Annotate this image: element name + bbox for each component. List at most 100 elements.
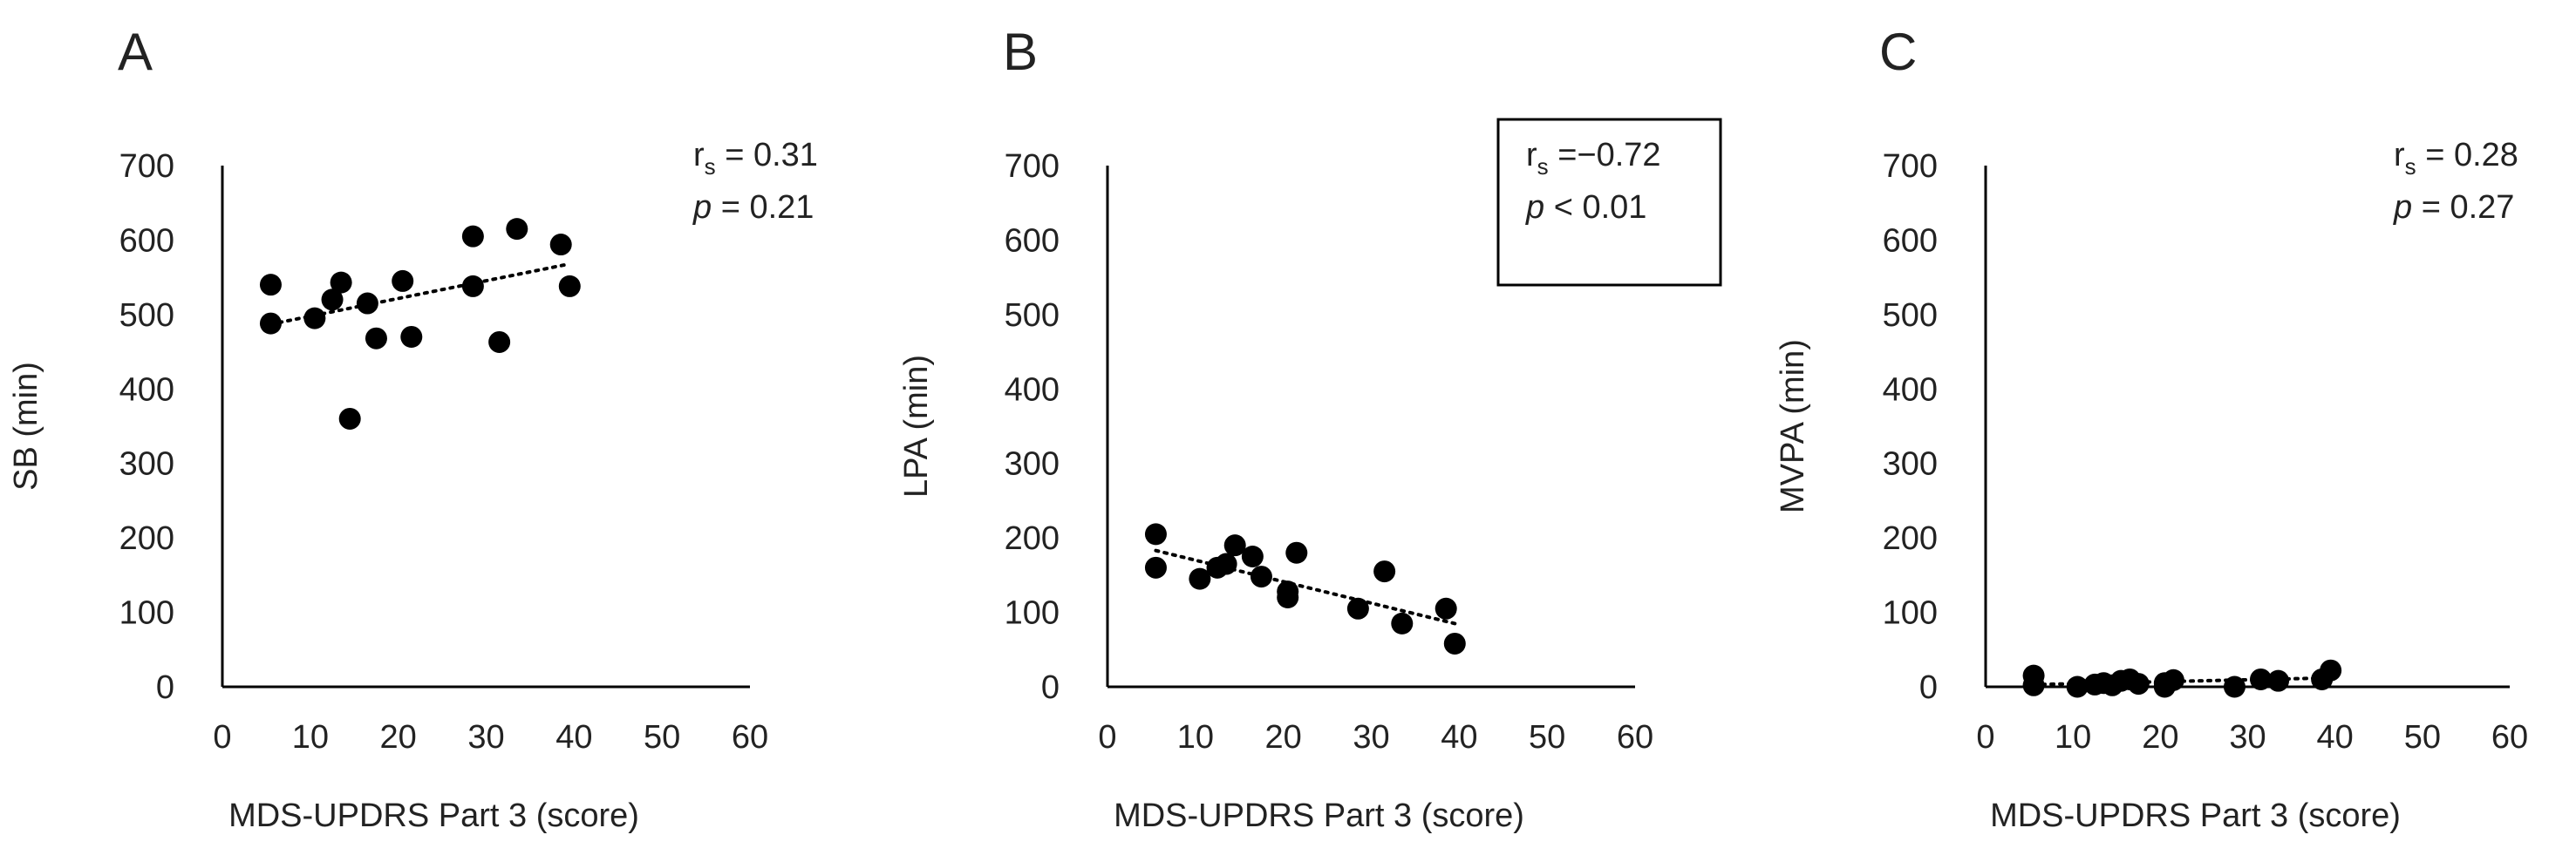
- data-point: [488, 330, 511, 353]
- data-point: [2223, 675, 2245, 698]
- data-point: [259, 274, 282, 296]
- x-tick-label: 0: [213, 719, 231, 756]
- x-axis-title: MDS-UPDRS Part 3 (score): [1990, 798, 2401, 834]
- y-tick-label: 100: [1005, 595, 1060, 632]
- p-value: = 0.27: [2412, 189, 2514, 226]
- rs-subscript: s: [2405, 153, 2416, 180]
- rs-subscript: s: [705, 153, 716, 180]
- x-tick-label: 60: [2491, 719, 2528, 756]
- y-tick-label: 500: [119, 297, 174, 334]
- y-tick-label: 600: [1883, 222, 1938, 259]
- x-tick-label: 30: [467, 719, 504, 756]
- data-point: [1215, 553, 1237, 575]
- p-annotation: p < 0.01: [1525, 189, 1646, 226]
- y-tick-label: 700: [119, 148, 174, 185]
- x-tick-label: 0: [1098, 719, 1116, 756]
- data-point: [2022, 674, 2045, 696]
- data-point: [356, 292, 378, 315]
- x-tick-label: 20: [380, 719, 417, 756]
- x-tick-label: 50: [2404, 719, 2441, 756]
- data-point: [2267, 669, 2290, 692]
- y-tick-label: 0: [1919, 669, 1938, 706]
- data-point: [2066, 675, 2089, 698]
- rs-symbol: r: [1526, 137, 1537, 173]
- x-tick-label: 60: [1617, 719, 1653, 756]
- data-point: [1241, 546, 1264, 567]
- rs-annotation: rs =−0.72: [1526, 137, 1661, 180]
- data-point: [259, 312, 282, 335]
- x-tick-label: 10: [1177, 719, 1214, 756]
- data-point: [1277, 580, 1299, 603]
- data-point: [392, 269, 414, 292]
- y-tick-label: 600: [1005, 222, 1060, 259]
- y-axis-title: LPA (min): [898, 355, 935, 498]
- p-symbol: p: [1525, 189, 1544, 226]
- rs-value: =−0.72: [1549, 137, 1661, 173]
- data-point: [1223, 534, 1246, 557]
- data-point: [338, 407, 361, 430]
- rs-symbol: r: [693, 137, 705, 173]
- y-tick-label: 700: [1883, 148, 1938, 185]
- y-tick-label: 300: [119, 446, 174, 483]
- y-tick-label: 0: [156, 669, 174, 706]
- y-tick-label: 200: [1005, 520, 1060, 557]
- x-tick-label: 50: [1529, 719, 1565, 756]
- x-tick-label: 20: [2142, 719, 2178, 756]
- rs-symbol: r: [2394, 137, 2405, 173]
- rs-value: = 0.28: [2416, 137, 2518, 173]
- rs-subscript: s: [1537, 153, 1549, 180]
- rs-annotation: rs = 0.31: [693, 137, 818, 180]
- y-tick-label: 300: [1883, 446, 1938, 483]
- y-tick-label: 700: [1005, 148, 1060, 185]
- y-tick-label: 500: [1005, 297, 1060, 334]
- data-point: [1250, 566, 1272, 588]
- x-tick-label: 60: [732, 719, 768, 756]
- rs-value: = 0.31: [716, 137, 818, 173]
- x-tick-label: 20: [1265, 719, 1302, 756]
- data-point: [321, 288, 344, 311]
- data-point: [2320, 659, 2342, 682]
- trend-line: [1154, 548, 1457, 626]
- y-tick-label: 500: [1883, 297, 1938, 334]
- x-tick-label: 50: [644, 719, 680, 756]
- x-tick-label: 10: [292, 719, 329, 756]
- y-tick-label: 300: [1005, 446, 1060, 483]
- panel-letter: C: [1879, 23, 1917, 81]
- data-point: [1391, 612, 1414, 635]
- p-value: < 0.01: [1544, 189, 1646, 226]
- y-tick-label: 200: [119, 520, 174, 557]
- data-point: [558, 275, 581, 297]
- data-point: [330, 271, 352, 294]
- x-tick-label: 40: [1441, 719, 1477, 756]
- data-point: [1144, 523, 1167, 546]
- data-point: [1285, 541, 1308, 564]
- panel-letter: B: [1003, 23, 1038, 81]
- data-point: [303, 307, 326, 329]
- data-point: [461, 225, 484, 248]
- data-point: [400, 325, 423, 348]
- panel-b: B0 10 20 30 40 50 600100200300400500600700MDS-…: [898, 23, 1722, 834]
- panel-c: C0 10 20 30 40 50 600100200300400500600700MDS-…: [1775, 23, 2528, 834]
- data-point: [2250, 668, 2273, 690]
- data-point: [506, 218, 528, 241]
- y-tick-label: 600: [119, 222, 174, 259]
- y-axis-title: SB (min): [8, 362, 44, 491]
- y-tick-label: 0: [1041, 669, 1060, 706]
- y-tick-label: 100: [1883, 595, 1938, 632]
- x-tick-label: 40: [555, 719, 592, 756]
- y-tick-label: 100: [119, 595, 174, 632]
- data-point: [2127, 673, 2150, 696]
- rs-annotation: rs = 0.28: [2394, 137, 2518, 180]
- y-axis-title: MVPA (min): [1775, 339, 1811, 513]
- data-point: [461, 275, 484, 297]
- p-value: = 0.21: [712, 189, 814, 226]
- p-symbol: p: [692, 189, 712, 226]
- panel-letter: A: [118, 23, 153, 81]
- x-tick-label: 10: [2055, 719, 2091, 756]
- data-point: [1373, 560, 1396, 583]
- panel-a: A0 10 20 30 40 50 600100200300400500600700MDS-…: [8, 23, 818, 834]
- p-symbol: p: [2393, 189, 2412, 226]
- x-tick-label: 30: [1353, 719, 1389, 756]
- y-tick-label: 400: [1883, 371, 1938, 408]
